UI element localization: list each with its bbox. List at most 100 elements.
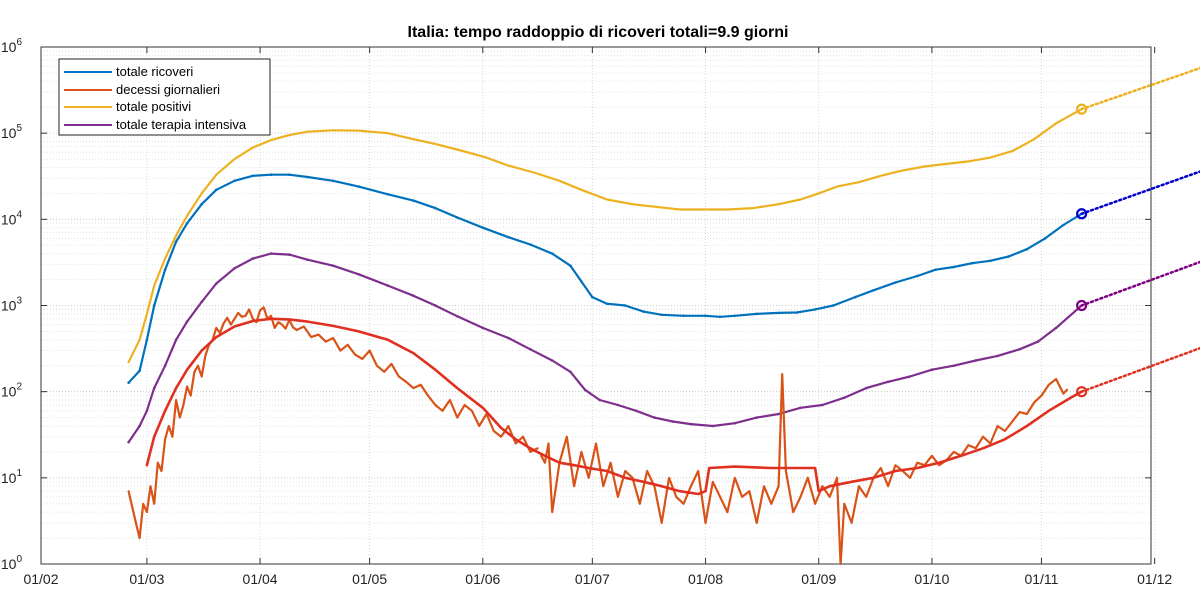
- series-point-totale-terapia-intensiva: [529, 348, 532, 351]
- series-point-totale-ricoveri: [331, 179, 335, 183]
- series-point-totale-terapia-intensiva: [598, 398, 601, 402]
- series-point-totale-terapia-intensiva: [357, 273, 361, 276]
- series-point-totale-terapia-intensiva: [671, 420, 674, 423]
- series-point-totale-terapia-intensiva: [711, 424, 715, 428]
- y-tick-label: 102: [1, 382, 23, 400]
- projection-start-totale-positivi: [1076, 103, 1088, 115]
- series-point-totale-terapia-intensiva: [412, 294, 415, 298]
- series-point-totale-terapia-intensiva: [507, 336, 510, 340]
- series-point-totale-terapia-intensiva: [145, 409, 149, 413]
- series-point-totale-terapia-intensiva: [634, 409, 638, 413]
- series-point-totale-ricoveri: [591, 295, 594, 299]
- series-point-totale-terapia-intensiva: [996, 354, 999, 358]
- series-point-totale-ricoveri: [215, 188, 218, 192]
- series-line-decessi-media-mobile: [145, 317, 1083, 496]
- series-point-totale-terapia-intensiva: [799, 406, 802, 410]
- series-point-totale-ricoveri: [872, 289, 875, 292]
- series-point-totale-ricoveri: [529, 243, 532, 246]
- series-point-totale-terapia-intensiva: [269, 252, 273, 255]
- series-point-totale-ricoveri: [269, 173, 273, 176]
- series-point-totale-ricoveri: [163, 268, 167, 272]
- series-point-totale-terapia-intensiva: [733, 421, 737, 425]
- legend-label-totale-ricoveri: totale ricoveri: [116, 64, 193, 79]
- series-point-totale-terapia-intensiva: [583, 388, 587, 392]
- series-point-totale-terapia-intensiva: [386, 284, 390, 287]
- x-tick-label: 01/04: [243, 571, 278, 587]
- series-point-totale-terapia-intensiva: [653, 416, 656, 419]
- axes: 01/02 01/03 01/04 01/05 01/06 01/07 01/08 01/09…: [1, 37, 1173, 587]
- series-point-totale-ricoveri: [550, 252, 554, 255]
- series-point-totale-ricoveri: [412, 199, 415, 202]
- series-point-totale-ricoveri: [795, 311, 799, 314]
- series-point-totale-terapia-intensiva: [434, 304, 437, 307]
- x-tick-label: 01/07: [575, 571, 610, 587]
- series-point-totale-ricoveri: [777, 311, 780, 315]
- series-point-totale-terapia-intensiva: [152, 386, 156, 390]
- series-point-totale-terapia-intensiva: [127, 440, 130, 444]
- series-point-totale-ricoveri: [660, 313, 663, 317]
- series-point-totale-ricoveri: [174, 240, 178, 243]
- x-tick-label: 01/10: [914, 571, 949, 587]
- projection-line-decessi-media-mobile: [1080, 346, 1200, 393]
- series-point-totale-terapia-intensiva: [550, 359, 554, 362]
- series-point-totale-terapia-intensiva: [288, 253, 291, 256]
- y-tick-label: 106: [1, 37, 23, 55]
- series-point-totale-ricoveri: [1043, 237, 1047, 240]
- projection-start-totale-terapia-intensiva: [1076, 299, 1088, 312]
- series-point-totale-terapia-intensiva: [251, 257, 255, 260]
- series-point-totale-terapia-intensiva: [974, 359, 977, 362]
- x-tick-label: 01/11: [1024, 571, 1058, 587]
- series-point-totale-terapia-intensiva: [821, 403, 824, 407]
- series-point-totale-terapia-intensiva: [886, 380, 890, 384]
- series-point-totale-ricoveri: [1025, 247, 1029, 251]
- series-line-totale-terapia-intensiva: [127, 252, 1083, 444]
- series-point-totale-ricoveri: [970, 261, 974, 265]
- series-line-totale-positivi: [127, 108, 1083, 364]
- series-line-decessi-giornalieri: [540, 373, 1069, 566]
- series-point-totale-ricoveri: [1007, 255, 1010, 258]
- legend-label-decessi-giornalieri: decessi giornalieri: [116, 82, 220, 97]
- series-point-totale-ricoveri: [1062, 223, 1065, 227]
- series-point-totale-terapia-intensiva: [1018, 348, 1021, 351]
- series-point-totale-ricoveri: [733, 314, 737, 318]
- legend-label-totale-positivi: totale positivi: [116, 99, 191, 114]
- series-point-totale-ricoveri: [580, 280, 583, 283]
- series-point-totale-terapia-intensiva: [215, 282, 218, 285]
- series-point-totale-ricoveri: [233, 179, 236, 183]
- legend: totale ricoveri decessi giornalieri tota…: [58, 58, 271, 136]
- series-point-totale-ricoveri: [152, 304, 156, 307]
- projection-line-totale-ricoveri: [1080, 170, 1200, 216]
- series-layer: [127, 66, 1200, 566]
- chart-title: Italia: tempo raddoppio di ricoveri tota…: [408, 24, 789, 41]
- series-point-totale-ricoveri: [952, 265, 956, 269]
- series-point-totale-terapia-intensiva: [138, 424, 141, 428]
- series-point-totale-terapia-intensiva: [306, 258, 309, 262]
- series-point-totale-terapia-intensiva: [777, 412, 780, 416]
- series-point-totale-terapia-intensiva: [569, 370, 572, 374]
- series-point-totale-ricoveri: [916, 274, 919, 278]
- series-point-totale-ricoveri: [200, 202, 203, 206]
- projection-start-totale-ricoveri: [1076, 208, 1088, 220]
- x-tick-label: 01/12: [1137, 571, 1172, 587]
- series-point-totale-terapia-intensiva: [864, 386, 868, 390]
- series-point-totale-ricoveri: [813, 308, 817, 311]
- series-point-totale-ricoveri: [755, 312, 758, 316]
- series-point-totale-ricoveri: [288, 173, 291, 176]
- y-tick-label: 105: [1, 123, 23, 141]
- series-point-totale-ricoveri: [306, 175, 309, 179]
- series-point-totale-ricoveri: [934, 268, 937, 272]
- series-point-totale-ricoveri: [145, 338, 149, 342]
- legend-label-totale-terapia-intensiva: totale terapia intensiva: [116, 117, 247, 132]
- y-tick-label: 101: [1, 468, 23, 486]
- projection-line-totale-positivi: [1080, 66, 1200, 111]
- series-point-totale-ricoveri: [456, 216, 459, 219]
- series-point-totale-ricoveri: [569, 264, 572, 268]
- series-point-totale-ricoveri: [642, 310, 645, 313]
- series-point-totale-terapia-intensiva: [755, 416, 758, 419]
- series-point-totale-terapia-intensiva: [930, 368, 934, 372]
- series-point-totale-terapia-intensiva: [843, 396, 846, 400]
- projection-start-decessi-media-mobile: [1076, 386, 1088, 398]
- series-line-decessi-giornalieri: [127, 306, 539, 540]
- series-point-totale-ricoveri: [704, 314, 707, 318]
